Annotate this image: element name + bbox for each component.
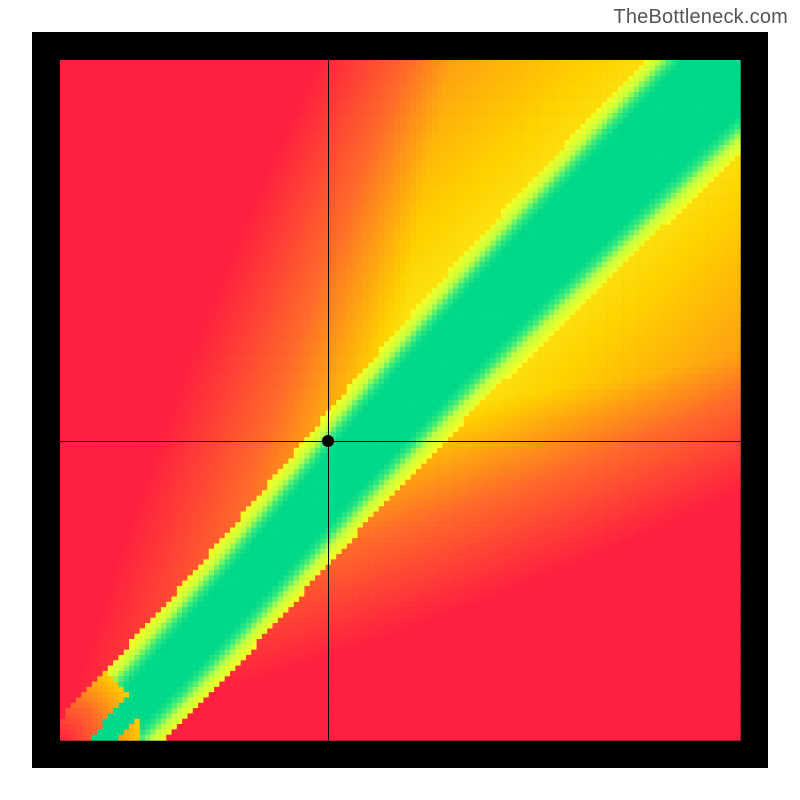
watermark-text: TheBottleneck.com [613, 6, 788, 29]
crosshair-vertical [328, 60, 329, 740]
plot-frame [32, 32, 768, 768]
crosshair-horizontal [60, 441, 740, 442]
selection-marker [322, 435, 334, 447]
bottleneck-heatmap [32, 32, 768, 768]
page-container: TheBottleneck.com [0, 0, 800, 800]
